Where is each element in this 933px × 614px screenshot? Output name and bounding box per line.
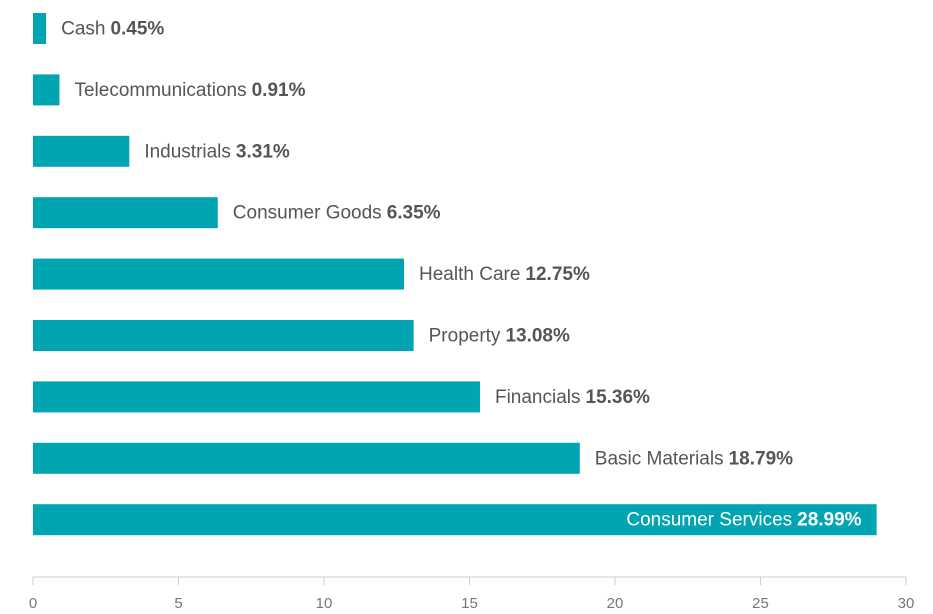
bar — [33, 442, 580, 474]
category-label: Consumer Goods — [233, 203, 382, 224]
value-label: 28.99% — [797, 510, 862, 531]
x-tick-label: 30 — [898, 595, 915, 612]
bar-label: Basic Materials 18.79% — [595, 448, 793, 469]
value-label: 15.36% — [586, 387, 651, 408]
bar — [33, 74, 60, 106]
x-tick-label: 5 — [174, 595, 182, 612]
bar — [33, 135, 130, 167]
bar — [33, 504, 877, 536]
bar-label: Consumer Services 28.99% — [626, 510, 861, 531]
value-label: 0.45% — [110, 19, 164, 40]
bar — [33, 320, 414, 351]
x-tick-label: 25 — [752, 595, 769, 612]
category-label: Financials — [495, 387, 581, 408]
x-tick-label: 0 — [29, 595, 37, 612]
category-label: Industrials — [144, 141, 231, 162]
bar-label: Health Care 12.75% — [419, 264, 590, 285]
category-label: Cash — [61, 19, 105, 40]
bar-label: Property 13.08% — [429, 326, 570, 347]
bar — [33, 381, 480, 413]
category-label: Basic Materials — [595, 448, 724, 469]
x-tick-label: 10 — [316, 595, 333, 612]
value-label: 13.08% — [505, 326, 570, 347]
value-label: 18.79% — [729, 448, 794, 469]
category-label: Property — [429, 326, 501, 347]
bar-label: Cash 0.45% — [61, 19, 164, 40]
category-label: Health Care — [419, 264, 520, 285]
category-label: Telecommunications — [74, 80, 246, 101]
value-label: 3.31% — [236, 141, 290, 162]
bar-label: Telecommunications 0.91% — [74, 80, 305, 101]
bar-label: Industrials 3.31% — [144, 141, 290, 162]
x-tick-label: 20 — [607, 595, 624, 612]
bar — [33, 13, 47, 44]
bar — [33, 197, 218, 229]
bar-label: Financials 15.36% — [495, 387, 650, 408]
bar-label: Consumer Goods 6.35% — [233, 203, 441, 224]
value-label: 6.35% — [387, 203, 441, 224]
bar — [33, 258, 405, 290]
x-tick-label: 15 — [461, 595, 478, 612]
value-label: 0.91% — [252, 80, 306, 101]
value-label: 12.75% — [525, 264, 590, 285]
category-label: Consumer Services — [626, 510, 792, 531]
